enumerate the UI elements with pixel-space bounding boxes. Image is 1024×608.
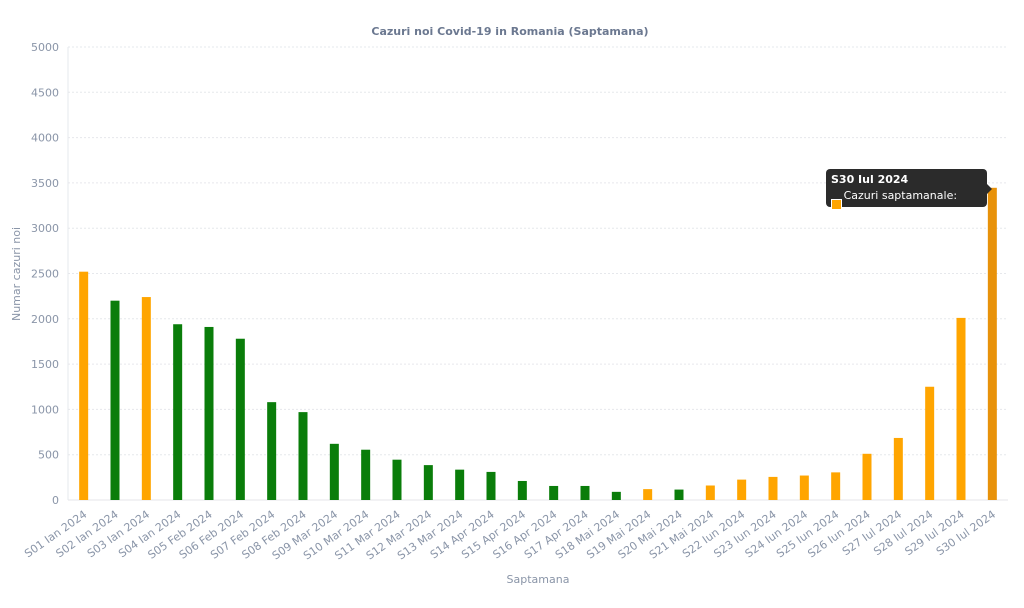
bar[interactable] <box>768 476 778 500</box>
y-tick-label: 3500 <box>31 177 59 190</box>
bar[interactable] <box>893 437 903 500</box>
bar[interactable] <box>298 412 308 500</box>
bar[interactable] <box>925 386 935 500</box>
tooltip-arrow <box>987 184 992 194</box>
x-axis-label: Saptamana <box>507 573 570 586</box>
bar[interactable] <box>862 453 872 500</box>
bar[interactable] <box>580 485 590 500</box>
bar[interactable] <box>329 443 339 500</box>
y-tick-label: 4500 <box>31 86 59 99</box>
y-tick-label: 1000 <box>31 403 59 416</box>
y-tick-label: 2500 <box>31 268 59 281</box>
y-tick-label: 1500 <box>31 358 59 371</box>
bar[interactable] <box>799 475 809 500</box>
bar[interactable] <box>549 485 559 500</box>
bar[interactable] <box>79 271 89 500</box>
tooltip-value: Cazuri saptamanale: 3446 <box>843 189 958 218</box>
bar[interactable] <box>674 489 684 500</box>
bar[interactable] <box>423 465 433 500</box>
bar[interactable] <box>204 326 214 500</box>
bar[interactable] <box>643 489 653 500</box>
tooltip-title: S30 Iul 2024 <box>831 173 909 186</box>
y-tick-label: 4000 <box>31 132 59 145</box>
bar[interactable] <box>611 491 621 500</box>
bar[interactable] <box>235 338 245 500</box>
bar[interactable] <box>486 471 496 500</box>
y-tick-label: 500 <box>38 449 59 462</box>
chart-title: Cazuri noi Covid-19 in Romania (Saptaman… <box>371 25 648 38</box>
y-axis-label: Numar cazuri noi <box>10 227 23 321</box>
tooltip-swatch <box>831 198 842 210</box>
bar[interactable] <box>392 459 402 500</box>
y-tick-label: 2000 <box>31 313 59 326</box>
tooltip: S30 Iul 2024 Cazuri saptamanale: 3446 <box>826 169 987 218</box>
bar[interactable] <box>455 469 465 500</box>
bar[interactable] <box>831 472 841 500</box>
bar[interactable] <box>987 187 997 500</box>
bar[interactable] <box>267 402 277 500</box>
bar[interactable] <box>141 297 151 500</box>
y-tick-label: 0 <box>52 494 59 507</box>
bar[interactable] <box>173 324 183 500</box>
y-tick-label: 5000 <box>31 41 59 54</box>
bar[interactable] <box>517 480 527 500</box>
bar[interactable] <box>361 449 371 500</box>
bar[interactable] <box>110 300 120 500</box>
y-tick-label: 3000 <box>31 222 59 235</box>
bar[interactable] <box>705 485 715 500</box>
bar[interactable] <box>737 479 747 500</box>
bar[interactable] <box>956 317 966 500</box>
